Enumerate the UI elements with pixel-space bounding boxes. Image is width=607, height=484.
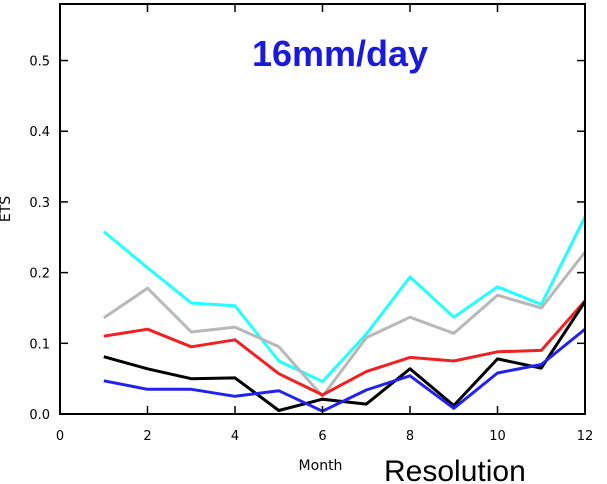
y-tick-label: 0.4 xyxy=(29,125,50,140)
x-tick-label: 0 xyxy=(56,429,64,444)
y-tick-label: 0.3 xyxy=(29,196,50,211)
x-tick-label: 6 xyxy=(318,429,326,444)
series-line-2 xyxy=(102,251,587,398)
x-tick-label: 4 xyxy=(231,429,239,444)
series-line-5 xyxy=(103,328,586,413)
tick-labels: 0 2 4 6 8 10 12 0.0 0.1 0.2 0.3 0.4 0.5 xyxy=(29,55,593,444)
x-tick-label: 10 xyxy=(489,429,506,444)
tick-marks xyxy=(59,4,586,415)
x-axis-label: Month xyxy=(299,458,343,474)
plot-lines xyxy=(102,216,587,413)
y-tick-label: 0.0 xyxy=(29,408,50,423)
x-tick-label: 2 xyxy=(143,429,151,444)
y-axis-label: ETS xyxy=(0,196,14,222)
y-tick-label: 0.2 xyxy=(29,267,50,282)
y-tick-label: 0.5 xyxy=(29,55,50,70)
series-line-3 xyxy=(103,299,587,397)
x-tick-label: 12 xyxy=(577,429,594,444)
threshold-annotation: 16mm/day xyxy=(252,33,428,74)
resolution-caption: Resolution xyxy=(384,455,526,484)
y-tick-label: 0.1 xyxy=(29,337,50,352)
series-line-1 xyxy=(102,216,587,383)
x-tick-label: 8 xyxy=(406,429,414,444)
